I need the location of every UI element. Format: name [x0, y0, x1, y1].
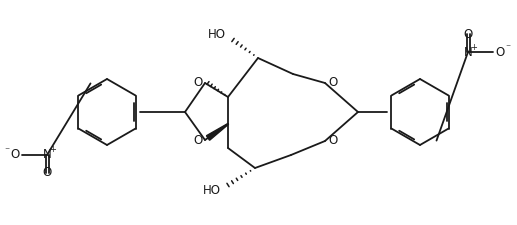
Text: O: O	[328, 76, 337, 90]
Text: +: +	[470, 43, 477, 52]
Text: O: O	[194, 133, 203, 146]
Text: ⁻: ⁻	[506, 43, 511, 53]
Text: O: O	[194, 76, 203, 90]
Text: +: +	[50, 146, 56, 155]
Text: ⁻: ⁻	[5, 146, 9, 156]
Text: HO: HO	[203, 184, 221, 196]
Text: O: O	[328, 135, 337, 148]
Text: O: O	[10, 148, 20, 162]
Text: N: N	[464, 45, 473, 58]
Text: O: O	[463, 27, 473, 40]
Text: N: N	[42, 148, 51, 162]
Text: O: O	[495, 45, 505, 58]
Text: O: O	[42, 166, 52, 180]
Text: HO: HO	[208, 29, 226, 41]
Polygon shape	[206, 124, 229, 140]
